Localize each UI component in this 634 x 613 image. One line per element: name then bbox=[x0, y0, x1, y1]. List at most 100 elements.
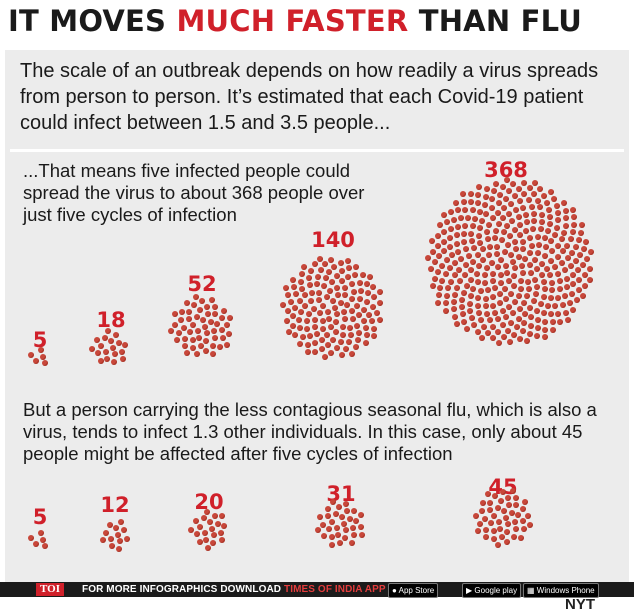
person-dot bbox=[490, 188, 497, 195]
person-dot bbox=[475, 310, 482, 317]
person-dot bbox=[490, 323, 497, 330]
person-dot bbox=[203, 348, 210, 355]
person-dot bbox=[345, 274, 352, 281]
person-dot bbox=[528, 242, 535, 249]
person-dot bbox=[563, 284, 570, 291]
person-dot bbox=[477, 239, 484, 246]
person-dot bbox=[456, 266, 463, 273]
person-dot bbox=[199, 297, 206, 304]
person-dot bbox=[462, 206, 469, 213]
person-dot bbox=[484, 329, 491, 336]
person-dot bbox=[446, 235, 453, 242]
person-dot bbox=[360, 318, 367, 325]
person-dot bbox=[304, 349, 311, 356]
person-dot bbox=[356, 312, 363, 319]
person-dot bbox=[210, 532, 217, 539]
person-dot bbox=[122, 341, 129, 348]
person-dot bbox=[494, 264, 501, 271]
person-dot bbox=[457, 215, 464, 222]
person-dot bbox=[512, 207, 519, 214]
person-dot bbox=[298, 271, 305, 278]
person-dot bbox=[206, 519, 213, 526]
person-dot bbox=[319, 318, 326, 325]
person-dot bbox=[196, 524, 203, 531]
person-dot bbox=[564, 242, 571, 249]
person-dot bbox=[464, 325, 471, 332]
person-dot bbox=[328, 534, 335, 541]
person-dot bbox=[318, 337, 325, 344]
person-dot bbox=[355, 337, 362, 344]
person-dot bbox=[335, 531, 342, 538]
person-dot bbox=[338, 351, 345, 358]
person-dot bbox=[498, 279, 505, 286]
app-name: TIMES OF INDIA APP bbox=[284, 584, 386, 595]
person-dot bbox=[534, 266, 541, 273]
person-dot bbox=[503, 314, 510, 321]
person-dot bbox=[316, 289, 323, 296]
person-dot bbox=[337, 299, 344, 306]
person-dot bbox=[520, 238, 527, 245]
person-dot bbox=[455, 223, 462, 230]
person-dot bbox=[351, 532, 358, 539]
person-dot bbox=[461, 318, 468, 325]
google-play-badge[interactable]: ▶ Google play bbox=[462, 583, 522, 598]
person-dot bbox=[290, 276, 297, 283]
person-dot bbox=[482, 533, 489, 540]
person-dot bbox=[299, 285, 306, 292]
person-dot bbox=[490, 528, 497, 535]
person-dot bbox=[580, 261, 587, 268]
flu-cluster-4 bbox=[314, 497, 368, 551]
flu-cluster-1 bbox=[27, 527, 52, 552]
person-dot bbox=[583, 238, 590, 245]
person-dot bbox=[315, 297, 322, 304]
person-dot bbox=[369, 303, 376, 310]
person-dot bbox=[116, 538, 123, 545]
person-dot bbox=[178, 317, 185, 324]
person-dot bbox=[499, 307, 506, 314]
windows-phone-badge[interactable]: ▦ Windows Phone bbox=[523, 583, 599, 598]
person-dot bbox=[501, 204, 508, 211]
person-dot bbox=[342, 284, 349, 291]
person-dot bbox=[554, 253, 561, 260]
person-dot bbox=[519, 328, 526, 335]
person-dot bbox=[212, 335, 219, 342]
person-dot bbox=[499, 215, 506, 222]
person-dot bbox=[328, 349, 335, 356]
person-dot bbox=[319, 521, 326, 528]
person-dot bbox=[504, 269, 511, 276]
person-dot bbox=[343, 345, 350, 352]
person-dot bbox=[326, 315, 333, 322]
person-dot bbox=[519, 517, 526, 524]
person-dot bbox=[33, 540, 40, 547]
person-dot bbox=[489, 277, 496, 284]
person-dot bbox=[526, 331, 533, 338]
flu-count-2: 12 bbox=[100, 493, 130, 517]
person-dot bbox=[438, 262, 445, 269]
person-dot bbox=[443, 257, 450, 264]
person-dot bbox=[333, 272, 340, 279]
person-dot bbox=[542, 326, 549, 333]
person-dot bbox=[362, 339, 369, 346]
person-dot bbox=[569, 249, 576, 256]
person-dot bbox=[563, 215, 570, 222]
person-dot bbox=[351, 507, 358, 514]
person-dot bbox=[520, 204, 527, 211]
person-dot bbox=[476, 208, 483, 215]
person-dot bbox=[560, 248, 567, 255]
covid-count-1: 5 bbox=[32, 328, 48, 352]
person-dot bbox=[547, 188, 554, 195]
person-dot bbox=[112, 525, 119, 532]
person-dot bbox=[484, 287, 491, 294]
person-dot bbox=[584, 255, 591, 262]
person-dot bbox=[510, 331, 517, 338]
covid-cluster-4 bbox=[278, 254, 386, 362]
person-dot bbox=[189, 337, 196, 344]
covid-cluster-1 bbox=[27, 344, 52, 369]
person-dot bbox=[287, 299, 294, 306]
app-store-badge[interactable]: ● App Store bbox=[388, 583, 439, 598]
person-dot bbox=[522, 310, 529, 317]
person-dot bbox=[553, 202, 560, 209]
person-dot bbox=[587, 248, 594, 255]
person-dot bbox=[120, 356, 127, 363]
person-dot bbox=[506, 188, 513, 195]
